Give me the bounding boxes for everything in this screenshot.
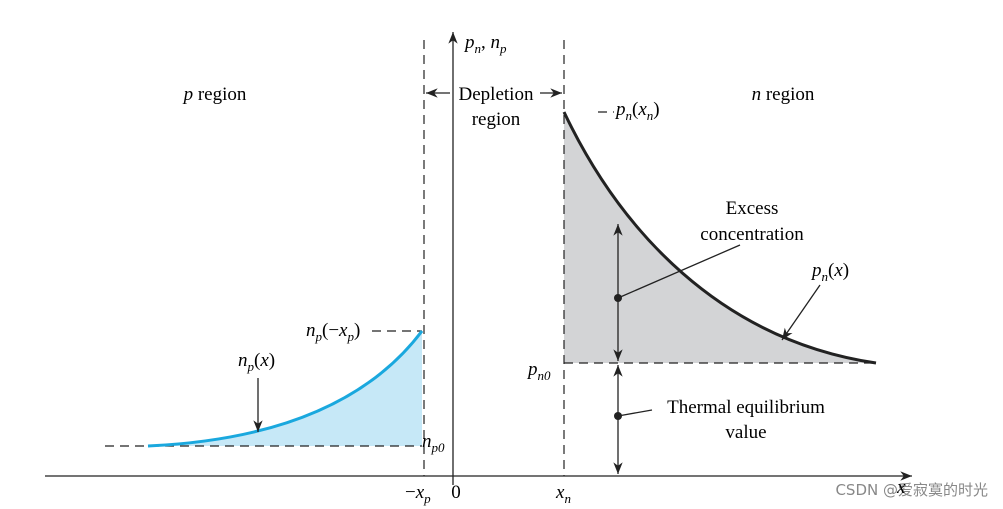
label-part: Depletion <box>459 84 534 105</box>
excess-area <box>564 112 876 363</box>
label-part: ) <box>354 320 360 341</box>
watermark: CSDN @爱寂寞的时光 <box>835 481 988 499</box>
label-part: x <box>637 99 647 120</box>
label-part: ) <box>653 99 659 120</box>
label-part: p <box>463 32 475 53</box>
label-part: region <box>761 84 815 105</box>
arrow <box>781 284 821 341</box>
label-part: value <box>725 422 766 443</box>
label: pn, np <box>463 32 507 56</box>
label: concentration <box>700 224 804 245</box>
label-part: , <box>481 32 491 53</box>
label-part: − <box>405 482 416 503</box>
minority-area <box>148 331 422 446</box>
label-part: n <box>306 320 316 341</box>
label-part: p <box>315 329 323 344</box>
label: pn(x) <box>810 260 849 284</box>
leader <box>617 409 653 417</box>
label-part: Excess <box>726 198 779 219</box>
label: p region <box>182 84 247 105</box>
label: np(−xp) <box>306 320 360 344</box>
label-part: n <box>752 84 762 105</box>
label-part: p <box>810 260 822 281</box>
label-part: p0 <box>431 440 446 455</box>
label: Thermal equilibrium <box>667 397 825 418</box>
label: 0 <box>451 482 461 503</box>
label-part: region <box>193 84 247 105</box>
label-part: 0 <box>451 482 461 503</box>
label: np(x) <box>238 350 275 374</box>
label: np0 <box>422 431 445 455</box>
label-part: n <box>647 108 654 123</box>
label-part: ) <box>269 350 275 371</box>
label: region <box>472 109 521 130</box>
label-part: (− <box>322 320 339 341</box>
label-part: n <box>491 32 501 53</box>
label-part: Thermal equilibrium <box>667 397 825 418</box>
label-part: n <box>422 431 432 452</box>
label: pn0 <box>526 359 551 383</box>
label-part: n <box>626 108 633 123</box>
label: −xp <box>405 482 431 506</box>
label-part: x <box>555 482 565 503</box>
label-part: n0 <box>538 368 552 383</box>
label-part: p <box>182 84 194 105</box>
label-part: ( <box>828 260 834 281</box>
label-part: n <box>822 269 829 284</box>
label-part: p <box>346 329 354 344</box>
label-part: x <box>338 320 348 341</box>
label-part: n <box>475 41 482 56</box>
hole-curve <box>562 111 877 365</box>
electron-curve <box>147 330 424 448</box>
label-part: n <box>564 491 571 506</box>
label: Excess <box>726 198 779 219</box>
label: Depletion <box>459 84 534 105</box>
label-part: region <box>472 109 521 130</box>
label-part: ( <box>254 350 260 371</box>
label-part: p <box>614 99 626 120</box>
leader <box>617 244 741 299</box>
label-part: x <box>259 350 269 371</box>
label-part: x <box>415 482 425 503</box>
label-part: p <box>247 359 255 374</box>
label-part: x <box>833 260 843 281</box>
label-part: ) <box>843 260 849 281</box>
label-part: p <box>423 491 431 506</box>
label-part: p <box>526 359 538 380</box>
label: pn(xn) <box>614 99 660 123</box>
label: value <box>725 422 766 443</box>
label-part: p <box>499 41 507 56</box>
label-part: n <box>238 350 248 371</box>
label: x <box>896 477 906 498</box>
label-part: ( <box>632 99 638 120</box>
label-part: concentration <box>700 224 804 245</box>
label-part: x <box>896 477 906 498</box>
label: n region <box>752 84 815 105</box>
label: xn <box>555 482 571 506</box>
